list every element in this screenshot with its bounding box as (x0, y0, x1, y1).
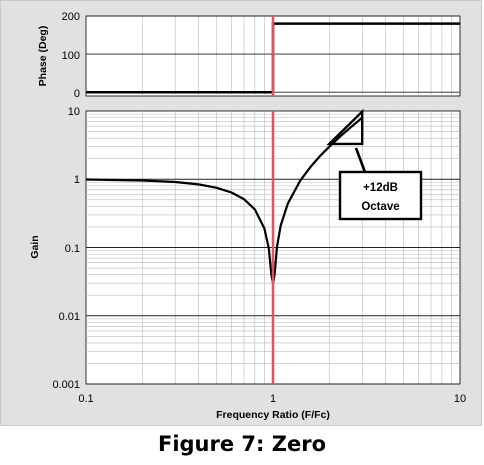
gain-y-tick-label: 0.01 (59, 311, 80, 323)
phase-y-tick-label: 200 (62, 11, 80, 23)
annotation-box (338, 170, 423, 221)
figure-caption: Figure 7: Zero (157, 432, 326, 456)
phase-y-ticks: 200 100 0 (62, 11, 80, 100)
x-tick-label: 1 (270, 393, 276, 405)
phase-y-tick-label: 100 (62, 50, 80, 62)
gain-y-axis-title: Gain (29, 235, 41, 258)
chart-svg: 200 100 0 Phase (Deg) 10 1 0.1 0.01 0.00… (29, 11, 466, 421)
gain-y-ticks: 10 1 0.1 0.01 0.001 (52, 106, 80, 391)
x-tick-label: 10 (454, 393, 466, 405)
slope-triangle (326, 108, 364, 146)
phase-grid (85, 15, 460, 96)
annotation-text-line-2: Octave (361, 201, 399, 213)
phase-plot: 200 100 0 Phase (Deg) (37, 11, 461, 100)
slope-annotation: +12dB Octave (326, 108, 423, 221)
x-axis-title: Frequency Ratio (F/Fc) (216, 409, 330, 421)
phase-y-axis-title: Phase (Deg) (37, 26, 49, 87)
x-axis: 0.1 1 10 Frequency Ratio (F/Fc) (78, 393, 466, 421)
gain-y-tick-label: 10 (68, 106, 80, 118)
x-tick-label: 0.1 (78, 393, 93, 405)
annotation-text-line-1: +12dB (363, 182, 398, 194)
gain-y-tick-label: 0.001 (52, 379, 80, 391)
gain-plot: 10 1 0.1 0.01 0.001 Gain +12dB Octave (29, 106, 461, 391)
gain-y-tick-label: 0.1 (65, 243, 80, 255)
phase-y-tick-label: 0 (74, 88, 80, 100)
gain-y-tick-label: 1 (74, 174, 80, 186)
